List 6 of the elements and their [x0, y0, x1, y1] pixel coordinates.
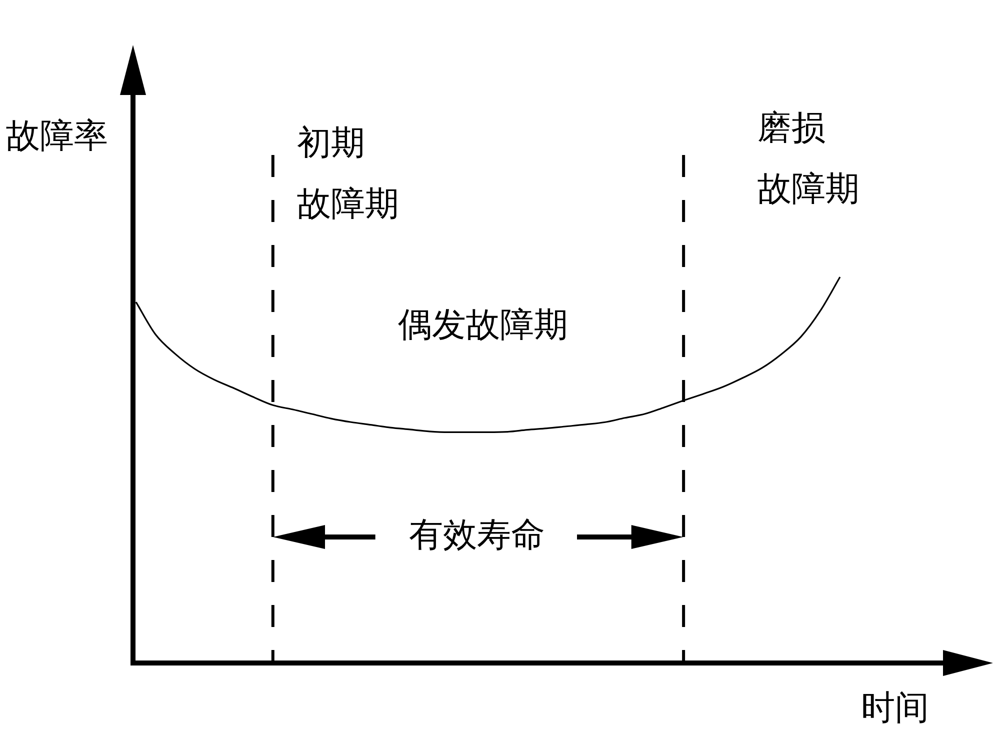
y-axis-title: 故障率: [6, 118, 108, 155]
annotation: 偶发故障期: [398, 306, 568, 344]
annotation: 有效寿命: [409, 516, 546, 554]
text: 磨损故障期: [758, 110, 860, 208]
x-axis-title: 时间: [861, 690, 929, 727]
text: 初期故障期: [296, 124, 399, 223]
